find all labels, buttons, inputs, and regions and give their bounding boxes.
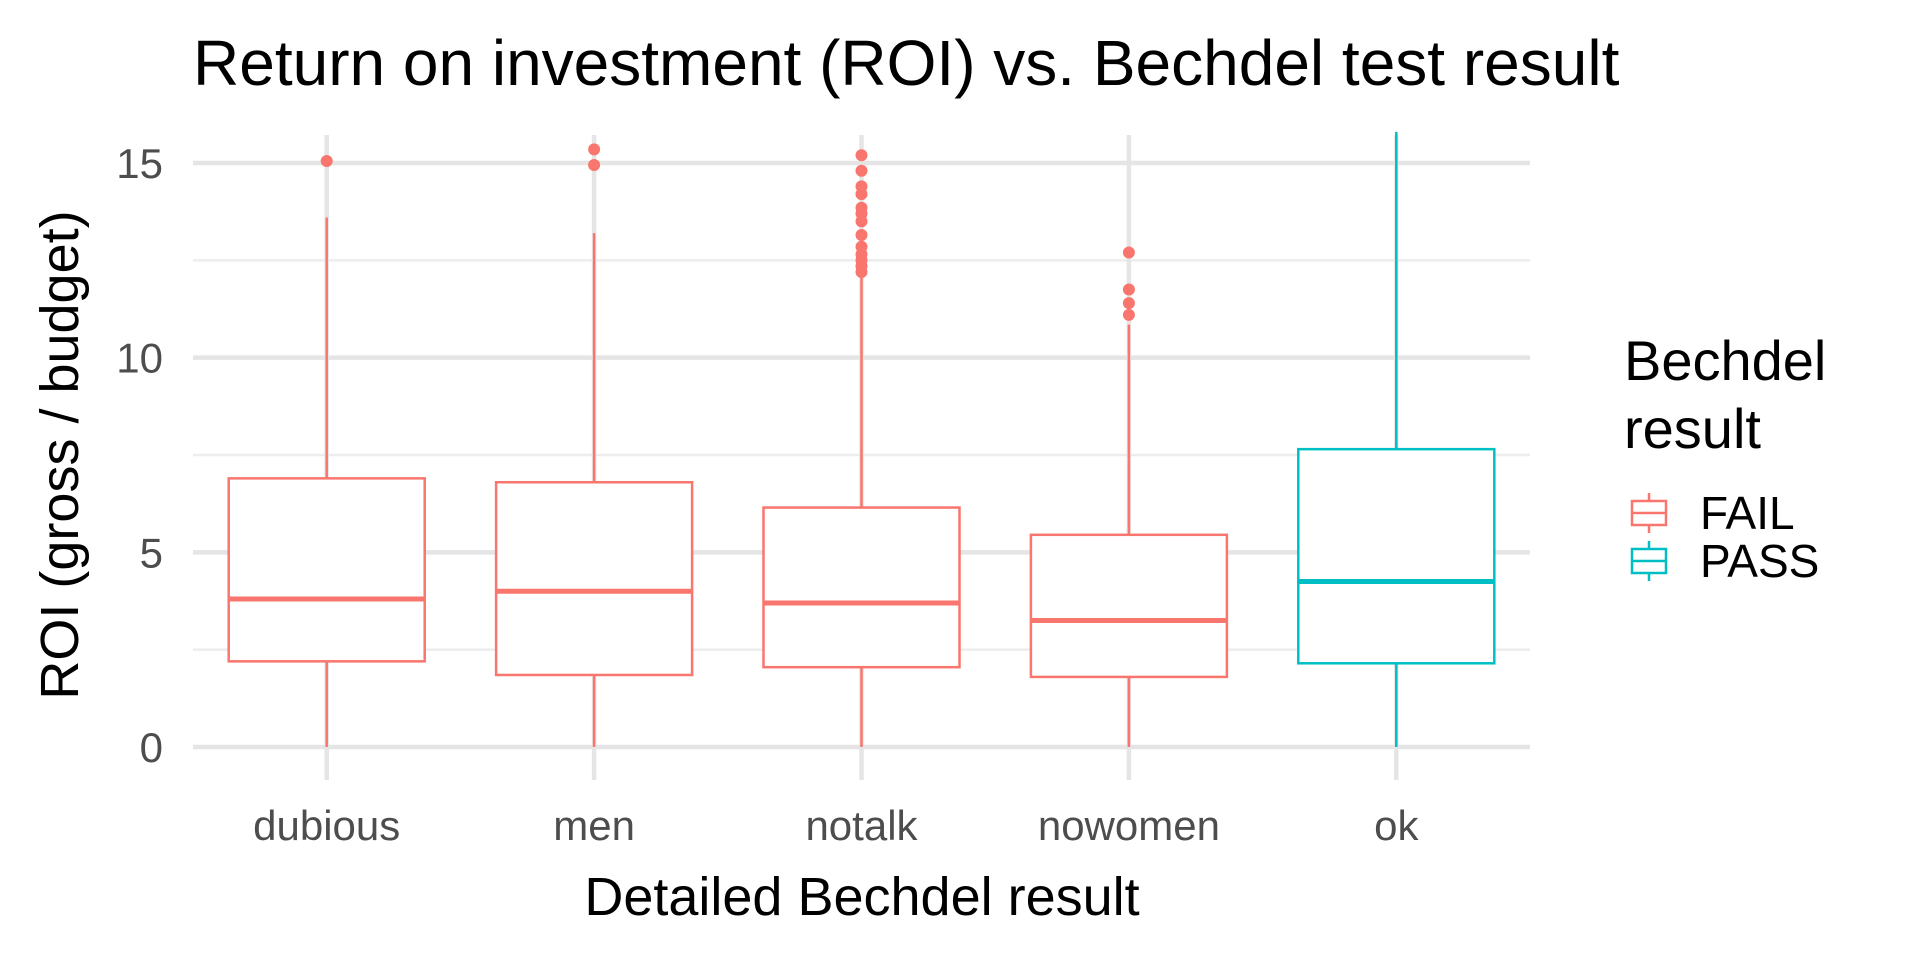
box-men — [494, 143, 694, 747]
x-tick-label: men — [553, 802, 635, 849]
outlier-point — [855, 201, 868, 214]
tick-labels: 0 5 10 15 dubious men notalk nowomen ok — [116, 140, 1419, 849]
outlier-point — [855, 229, 868, 242]
y-tick-label: 10 — [116, 335, 163, 382]
legend-title: result — [1624, 397, 1761, 460]
x-tick-label: dubious — [253, 802, 400, 849]
x-tick-label: ok — [1374, 802, 1419, 849]
box-iqr — [1297, 447, 1496, 665]
box-nowomen — [1029, 246, 1229, 747]
legend-label: FAIL — [1700, 487, 1795, 539]
outlier-point — [1122, 246, 1135, 259]
outlier-point — [855, 164, 868, 177]
box-iqr — [762, 506, 961, 669]
x-axis-title: Detailed Bechdel result — [584, 867, 1139, 927]
legend-key-pass — [1630, 541, 1668, 581]
x-tick-label: notalk — [805, 802, 918, 849]
outlier-point — [855, 180, 868, 193]
outlier-point — [588, 143, 601, 156]
box-notalk — [762, 149, 961, 747]
x-tick-label: nowomen — [1038, 802, 1220, 849]
outlier-point — [1122, 283, 1135, 296]
legend-key-fail — [1630, 493, 1668, 533]
outlier-point — [320, 155, 333, 168]
outlier-point — [1122, 308, 1135, 321]
chart-title: Return on investment (ROI) vs. Bechdel t… — [193, 27, 1620, 99]
legend-title: Bechdel — [1624, 329, 1826, 392]
box-dubious — [227, 155, 426, 747]
outlier-point — [1122, 297, 1135, 310]
y-axis-title: ROI (gross / budget) — [30, 210, 90, 699]
y-tick-label: 0 — [140, 724, 163, 771]
boxes — [227, 131, 1496, 747]
outlier-point — [855, 149, 868, 162]
box-ok — [1297, 131, 1496, 747]
outlier-point — [855, 240, 868, 253]
y-tick-label: 15 — [116, 140, 163, 187]
box-iqr — [494, 481, 694, 677]
box-iqr — [1029, 533, 1229, 679]
outlier-point — [588, 158, 601, 171]
legend-label: PASS — [1700, 535, 1819, 587]
box-iqr — [227, 477, 426, 663]
y-tick-label: 5 — [140, 529, 163, 576]
